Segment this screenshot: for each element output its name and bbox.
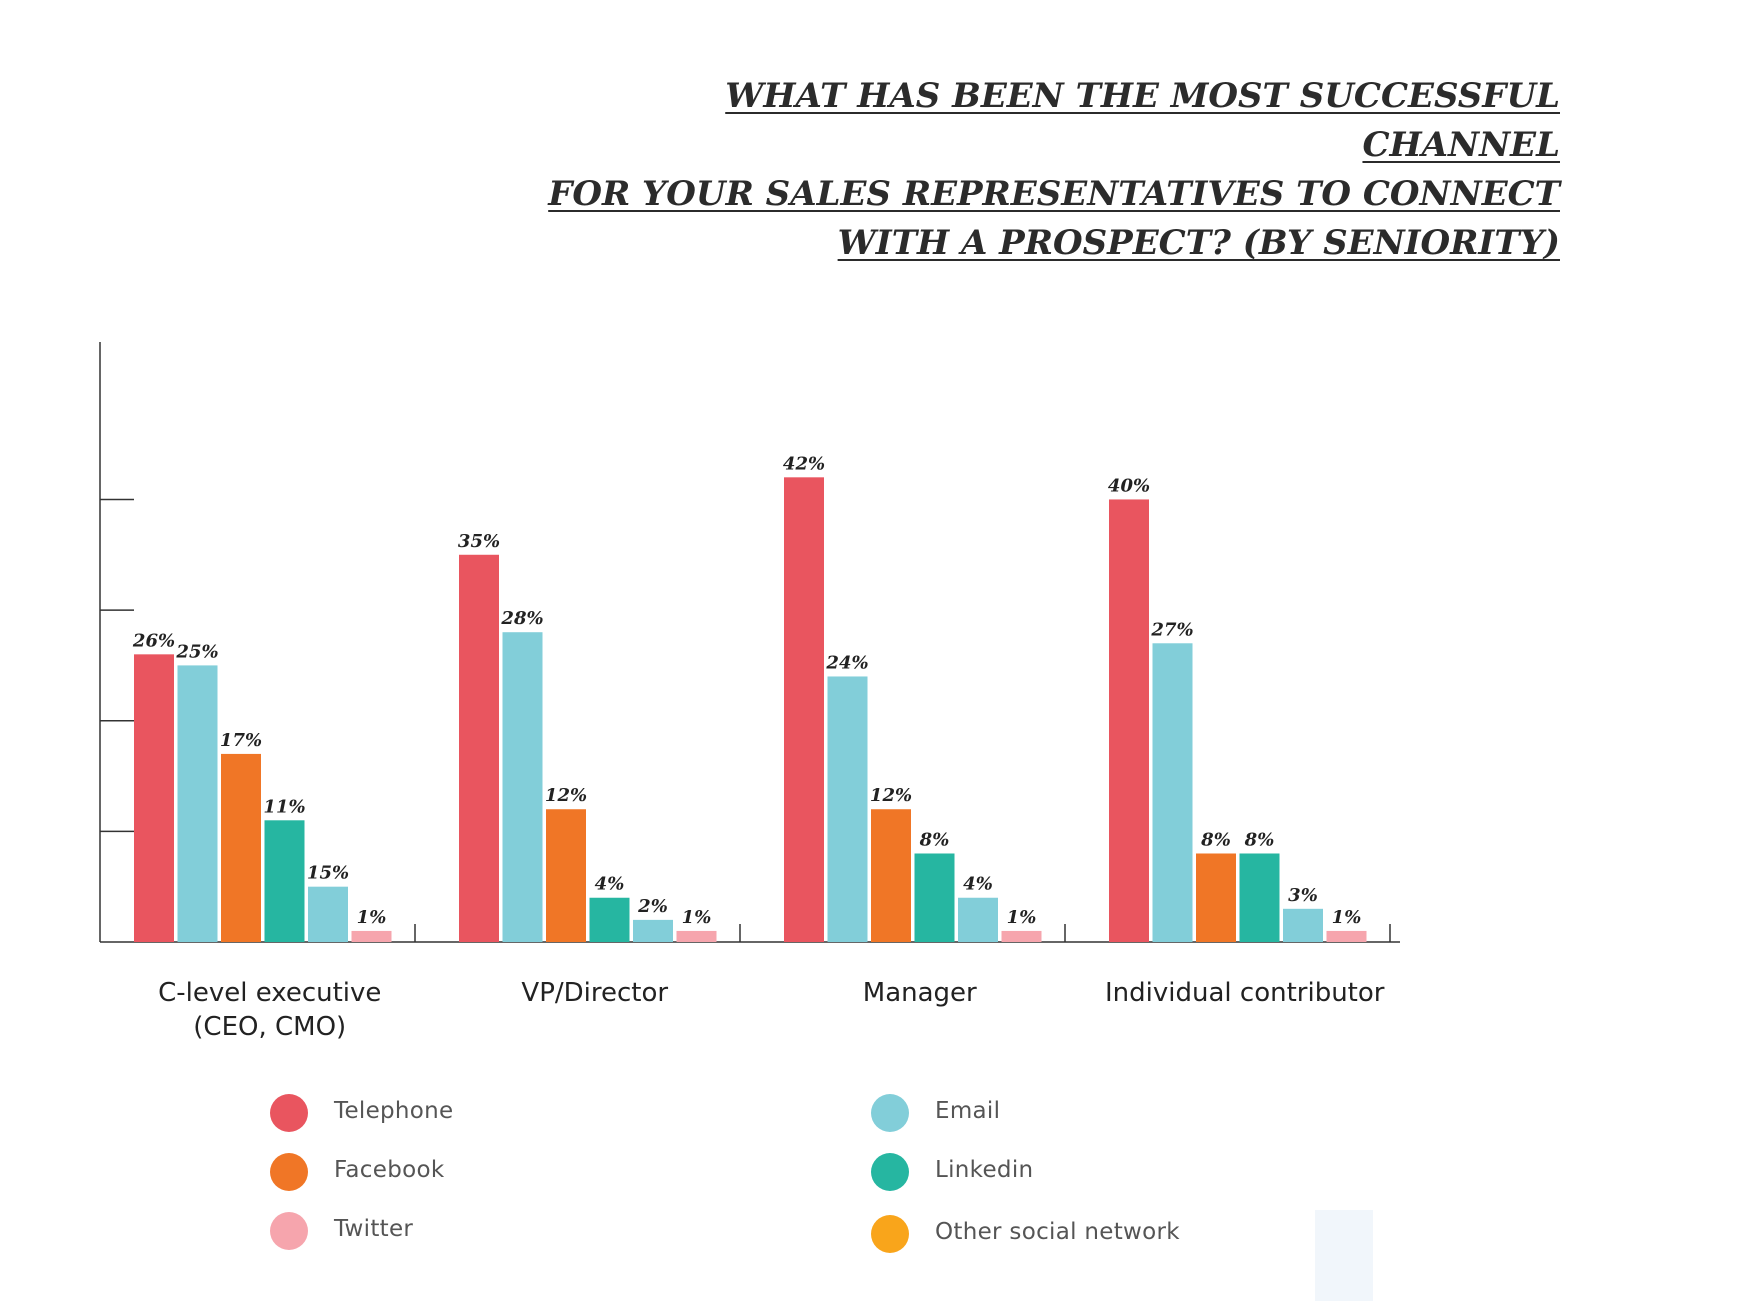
legend-label: Twitter bbox=[334, 1216, 414, 1242]
legend-swatch bbox=[871, 1215, 909, 1253]
data-label: 1% bbox=[357, 907, 387, 928]
chart-title-line-2: FOR YOUR SALES REPRESENTATIVES TO CONNEC… bbox=[548, 174, 1560, 214]
legend-label: Facebook bbox=[334, 1157, 445, 1183]
legend-swatch bbox=[270, 1153, 308, 1191]
legend-label: Other social network bbox=[935, 1219, 1180, 1245]
data-label: 42% bbox=[783, 453, 825, 474]
bar-telephone bbox=[1109, 499, 1149, 942]
data-label: 12% bbox=[545, 785, 587, 806]
x-tick-label: Individual contributor bbox=[1085, 976, 1405, 1010]
bar-email bbox=[827, 676, 868, 942]
bar-facebook bbox=[1196, 853, 1236, 942]
bar-email bbox=[308, 886, 348, 942]
data-label: 35% bbox=[458, 531, 500, 552]
bar-telephone bbox=[459, 554, 499, 942]
decorative-panel bbox=[1315, 1210, 1373, 1301]
data-label: 12% bbox=[870, 785, 912, 806]
bar-linkedin bbox=[1239, 853, 1280, 942]
data-label: 4% bbox=[963, 874, 993, 895]
chart-title-line-3: WITH A PROSPECT? (BY SENIORITY) bbox=[837, 223, 1560, 263]
bar-twitter bbox=[351, 930, 392, 942]
legend-label: Email bbox=[935, 1098, 1001, 1124]
bar-linkedin bbox=[589, 897, 630, 942]
bar-facebook bbox=[221, 753, 261, 942]
x-tick-label: C-level executive (CEO, CMO) bbox=[110, 976, 430, 1044]
x-tick-label: VP/Director bbox=[435, 976, 755, 1010]
data-label: 1% bbox=[1007, 907, 1037, 928]
x-tick-label-line: VP/Director bbox=[521, 978, 669, 1008]
chart-title-line-1: WHAT HAS BEEN THE MOST SUCCESSFUL CHANNE… bbox=[725, 76, 1560, 165]
bar-telephone bbox=[784, 477, 824, 942]
data-label: 3% bbox=[1288, 885, 1318, 906]
data-label: 8% bbox=[1200, 829, 1231, 850]
data-label: 1% bbox=[682, 907, 712, 928]
data-label: 4% bbox=[595, 874, 625, 895]
data-label: 8% bbox=[1244, 829, 1275, 850]
legend-label: Linkedin bbox=[935, 1157, 1034, 1183]
data-label: 40% bbox=[1108, 475, 1150, 496]
data-label: 28% bbox=[500, 608, 543, 629]
data-label: 25% bbox=[175, 641, 218, 662]
x-tick-label-line: Individual contributor bbox=[1105, 978, 1385, 1008]
bar-email bbox=[1152, 643, 1193, 942]
x-tick-label-line: (CEO, CMO) bbox=[193, 1012, 347, 1042]
bar-twitter bbox=[1326, 930, 1367, 942]
legend-swatch bbox=[871, 1153, 909, 1191]
bar-email bbox=[1283, 908, 1323, 942]
legend-swatch bbox=[270, 1212, 308, 1250]
bar-facebook bbox=[546, 809, 586, 942]
data-label: 24% bbox=[825, 652, 868, 673]
data-label: 2% bbox=[637, 896, 668, 917]
data-label: 15% bbox=[307, 863, 349, 884]
data-label: 8% bbox=[919, 829, 950, 850]
bar-linkedin bbox=[914, 853, 955, 942]
bar-linkedin bbox=[264, 820, 305, 942]
legend-swatch bbox=[871, 1094, 909, 1132]
chart-title: WHAT HAS BEEN THE MOST SUCCESSFUL CHANNE… bbox=[520, 72, 1560, 268]
bar-email bbox=[502, 632, 543, 942]
data-label: 26% bbox=[132, 630, 175, 651]
bar-facebook bbox=[871, 809, 911, 942]
data-label: 17% bbox=[220, 730, 262, 751]
x-tick-label-line: Manager bbox=[862, 978, 977, 1008]
legend-swatch bbox=[270, 1094, 308, 1132]
bar-telephone bbox=[134, 654, 174, 942]
bar-email bbox=[177, 665, 218, 942]
data-label: 11% bbox=[263, 796, 305, 817]
data-label: 1% bbox=[1332, 907, 1362, 928]
data-label: 27% bbox=[1150, 619, 1193, 640]
bar-twitter bbox=[1001, 930, 1042, 942]
legend-label: Telephone bbox=[334, 1098, 454, 1124]
bar-twitter bbox=[676, 930, 717, 942]
bar-email bbox=[633, 919, 673, 942]
bar-email bbox=[958, 897, 998, 942]
x-tick-label: Manager bbox=[760, 976, 1080, 1010]
x-tick-label-line: C-level executive bbox=[158, 978, 382, 1008]
